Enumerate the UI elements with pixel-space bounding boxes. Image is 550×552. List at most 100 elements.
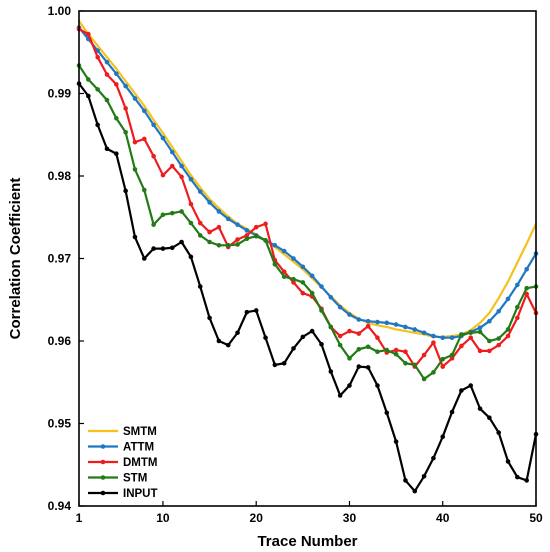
data-point-input <box>188 254 194 260</box>
data-point-dmtm <box>505 333 511 339</box>
data-point-dmtm <box>207 229 212 235</box>
data-point-dmtm <box>487 348 492 354</box>
data-point-attm <box>496 309 501 314</box>
data-point-stm <box>375 349 380 355</box>
data-point-stm <box>281 274 287 279</box>
data-point-input <box>449 409 455 415</box>
data-point-attm <box>225 216 231 222</box>
data-point-input <box>253 308 259 313</box>
data-point-dmtm <box>393 347 399 353</box>
legend: SMTM ATTM DMTM STM INPUT <box>88 426 158 500</box>
data-point-dmtm <box>440 364 446 369</box>
data-point-stm <box>347 356 352 361</box>
series-smtm <box>77 19 538 338</box>
data-point-stm <box>197 233 203 238</box>
data-point-input <box>132 234 138 240</box>
data-point-stm <box>384 347 390 353</box>
data-point-attm <box>347 312 352 317</box>
data-point-stm <box>328 324 334 330</box>
y-tick-label: 0.96 <box>48 334 72 348</box>
data-point-dmtm <box>197 220 203 226</box>
data-point-attm <box>281 248 287 254</box>
data-point-attm <box>449 335 455 341</box>
data-point-stm <box>114 115 119 121</box>
data-point-attm <box>244 228 250 233</box>
series-input <box>76 81 539 494</box>
data-point-attm <box>179 163 184 169</box>
data-point-attm <box>393 322 399 327</box>
data-point-stm <box>132 167 138 172</box>
data-point-input <box>95 122 100 128</box>
data-point-dmtm <box>244 233 250 238</box>
data-point-attm <box>114 71 119 76</box>
data-point-stm <box>515 304 520 310</box>
data-point-attm <box>356 317 362 322</box>
legend-item-smtm: SMTM <box>88 426 157 438</box>
data-point-input <box>244 309 250 315</box>
data-point-stm <box>151 222 156 227</box>
data-point-stm <box>188 220 194 226</box>
data-point-input <box>309 328 315 334</box>
data-point-stm <box>477 329 483 335</box>
data-point-stm <box>169 210 175 216</box>
data-point-input <box>319 342 324 347</box>
data-point-stm <box>263 238 268 243</box>
series-line-dmtm <box>77 28 538 368</box>
data-point-input <box>524 478 529 483</box>
data-point-attm <box>104 59 110 65</box>
series-line-attm <box>77 26 538 339</box>
data-point-attm <box>235 222 240 227</box>
data-point-dmtm <box>104 72 110 77</box>
data-point-input <box>86 93 91 99</box>
data-point-attm <box>309 273 315 279</box>
data-point-dmtm <box>347 328 352 334</box>
data-point-dmtm <box>449 356 455 361</box>
data-point-input <box>356 364 362 369</box>
data-point-dmtm <box>365 323 371 329</box>
data-point-stm <box>207 239 212 245</box>
data-point-input <box>477 406 483 411</box>
data-point-attm <box>300 264 306 270</box>
y-tick-label: 1.00 <box>48 4 72 18</box>
y-tick-label: 0.94 <box>48 499 72 513</box>
data-point-attm <box>384 320 390 326</box>
data-point-stm <box>440 356 446 362</box>
data-point-dmtm <box>123 106 128 111</box>
y-tick-label: 0.99 <box>48 87 72 101</box>
series-layer <box>76 19 539 494</box>
data-point-input <box>151 246 156 251</box>
legend-item-attm: ATTM <box>88 442 154 454</box>
data-point-input <box>505 459 511 464</box>
data-point-stm <box>235 242 240 247</box>
data-point-input <box>263 335 268 341</box>
x-tick-label: 50 <box>529 511 543 525</box>
data-point-input <box>225 342 231 348</box>
data-point-dmtm <box>86 31 91 37</box>
data-point-attm <box>319 284 324 289</box>
x-tick-label: 10 <box>156 511 170 525</box>
data-point-stm <box>216 243 222 248</box>
data-point-dmtm <box>95 54 100 60</box>
legend-label: STM <box>123 473 147 485</box>
data-point-input <box>515 474 520 480</box>
data-point-stm <box>459 332 464 337</box>
data-point-dmtm <box>179 174 184 180</box>
data-point-dmtm <box>235 237 240 242</box>
data-point-dmtm <box>132 139 138 145</box>
data-point-attm <box>440 335 446 341</box>
data-point-attm <box>505 296 511 302</box>
data-point-stm <box>403 360 408 366</box>
y-tick-label: 0.97 <box>48 252 72 266</box>
data-point-dmtm <box>216 224 222 230</box>
series-stm <box>76 63 539 382</box>
data-point-dmtm <box>300 290 306 296</box>
data-point-input <box>496 430 501 435</box>
data-point-dmtm <box>151 153 156 159</box>
x-tick-label: 1 <box>76 511 83 525</box>
data-point-stm <box>141 187 147 193</box>
data-point-dmtm <box>431 340 436 345</box>
data-point-stm <box>449 352 455 358</box>
data-point-input <box>375 383 380 388</box>
data-point-input <box>291 346 296 351</box>
data-point-input <box>123 188 128 194</box>
